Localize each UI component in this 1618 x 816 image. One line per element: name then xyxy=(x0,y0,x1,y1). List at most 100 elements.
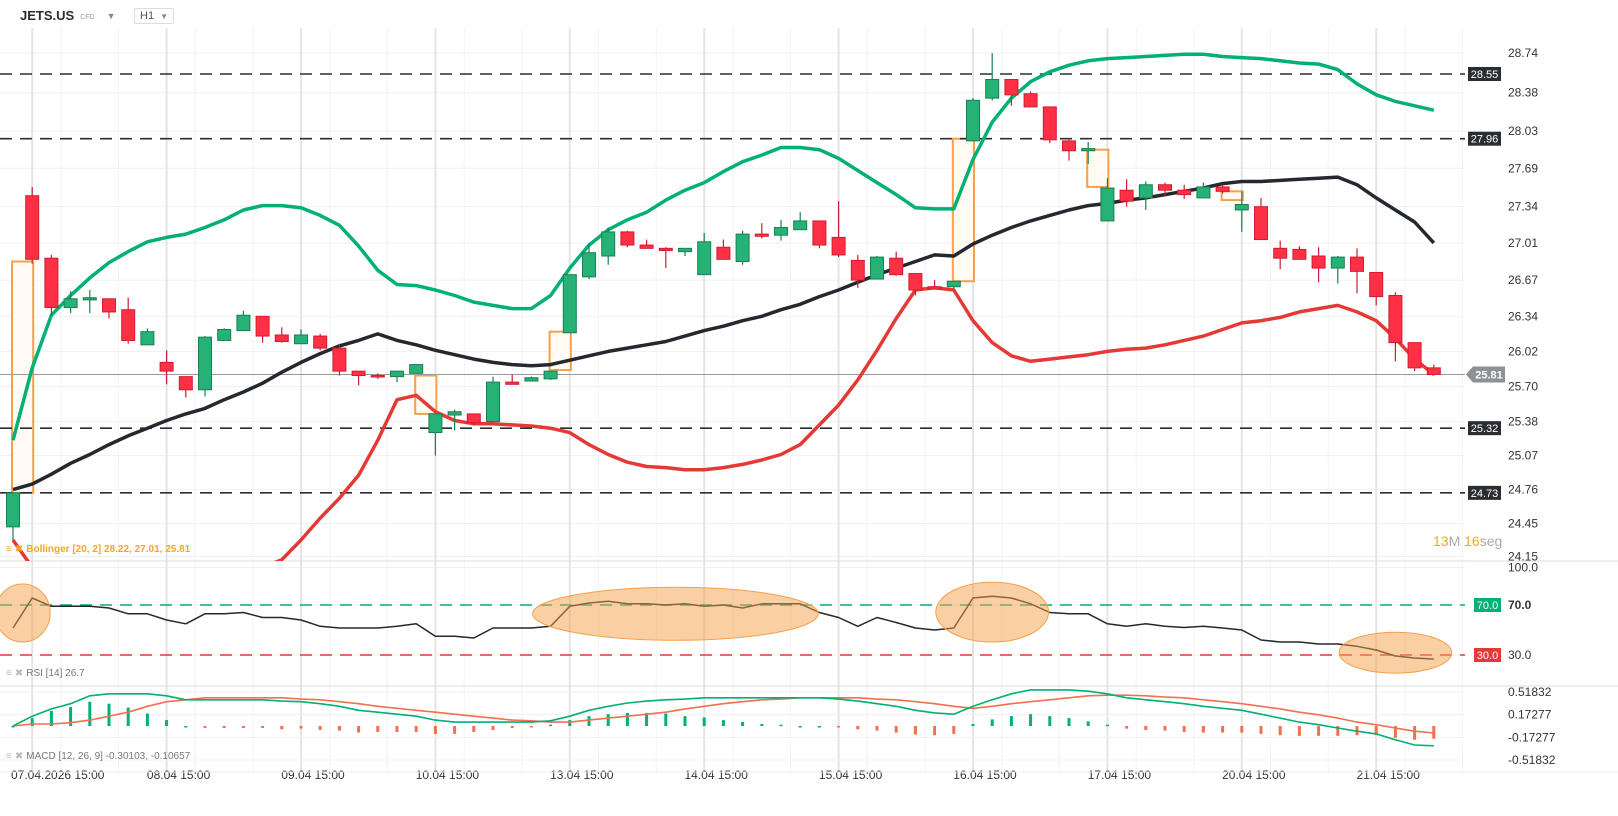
candle-body xyxy=(831,236,846,256)
candle-bearish xyxy=(351,370,366,386)
macd-histogram-bar xyxy=(433,726,437,734)
close-icon[interactable]: ✖ xyxy=(14,751,24,762)
candle-body xyxy=(1023,93,1038,108)
y-tick-label: 28.38 xyxy=(1508,86,1538,100)
macd-histogram-bar xyxy=(529,726,533,728)
y-tick-label: 26.67 xyxy=(1508,273,1538,287)
candle-bearish xyxy=(274,327,289,343)
y-tick-label: 24.76 xyxy=(1508,483,1538,497)
candle-bullish xyxy=(6,491,20,541)
candle-bearish xyxy=(1023,91,1038,108)
macd-histogram-bar xyxy=(990,719,994,726)
timeframe-value: H1 xyxy=(140,10,155,22)
candle-body xyxy=(850,259,865,281)
macd-histogram-bar xyxy=(337,726,341,731)
macd-histogram-bar xyxy=(241,726,245,728)
macd-histogram-bar xyxy=(126,707,130,726)
macd-histogram-bar xyxy=(1336,726,1340,736)
level-label: 25.32 xyxy=(1471,423,1499,435)
candle-body xyxy=(1350,256,1364,272)
candle-body xyxy=(313,335,328,349)
candle-bullish xyxy=(985,53,1000,101)
x-tick-label: 07.04.2026 15:00 xyxy=(11,768,105,782)
candle-body xyxy=(562,274,577,334)
candle-bullish xyxy=(946,280,961,291)
rsi-overbought-label-box xyxy=(1474,598,1501,612)
candle-body xyxy=(1042,106,1057,141)
candle-body xyxy=(582,252,596,278)
candle-body xyxy=(1004,78,1019,96)
candle-body xyxy=(274,334,289,343)
candle-body xyxy=(255,315,270,337)
gap-box xyxy=(1086,148,1110,188)
macd-histogram-bar xyxy=(856,726,860,730)
level-label: 27.96 xyxy=(1471,134,1499,146)
candle-bullish xyxy=(870,256,884,280)
candle-body xyxy=(735,233,750,263)
symbol-name: JETS.US xyxy=(20,8,75,23)
close-icon[interactable]: ✖ xyxy=(14,668,24,679)
candle-body xyxy=(774,227,788,236)
candle-body xyxy=(639,244,654,249)
macd-histogram-bar xyxy=(817,726,821,728)
macd-histogram-bar xyxy=(1029,714,1033,726)
rsi-legend: ≡ ✖ RSI [14] 26.7 xyxy=(6,668,85,679)
settings-menu-icon[interactable]: ≡ xyxy=(6,544,12,555)
macd-histogram-bar xyxy=(1048,716,1052,726)
macd-histogram-bar xyxy=(894,726,898,733)
rsi-oversold-label: 30.0 xyxy=(1477,650,1498,662)
macd-histogram-bar xyxy=(145,713,149,726)
candle-body xyxy=(793,220,808,231)
close-icon[interactable]: ✖ xyxy=(14,544,24,555)
candle-body xyxy=(1196,186,1211,199)
candle-body xyxy=(908,273,923,291)
chevron-down-icon[interactable]: ▼ xyxy=(106,10,116,21)
candle-bullish xyxy=(793,212,808,231)
macd-histogram-bar xyxy=(549,724,553,727)
macd-histogram-bar xyxy=(1201,726,1205,733)
y-tick-label: 25.07 xyxy=(1508,449,1538,463)
candle-body xyxy=(1138,184,1153,199)
candle-body xyxy=(1234,203,1249,211)
candle-body xyxy=(870,256,884,280)
candle-body xyxy=(601,231,616,257)
symbol-selector[interactable]: JETS.US CFD ▼ xyxy=(20,8,116,23)
settings-menu-icon[interactable]: ≡ xyxy=(6,668,12,679)
level-label: 28.55 xyxy=(1471,69,1499,81)
macd-histogram-bar xyxy=(376,726,380,732)
candle-body xyxy=(927,286,942,290)
candle-body xyxy=(1311,255,1326,269)
settings-menu-icon[interactable]: ≡ xyxy=(6,751,12,762)
candle-body xyxy=(505,381,520,385)
candle-body xyxy=(1426,367,1441,375)
candle-bullish xyxy=(82,290,97,314)
candle-bullish xyxy=(428,413,443,456)
level-label-box xyxy=(1468,421,1501,436)
rsi-y-tick-label: 30.0 xyxy=(1508,648,1532,662)
candle-body xyxy=(1388,294,1403,344)
x-tick-label: 10.04 15:00 xyxy=(416,768,480,782)
candle-bullish xyxy=(966,98,980,142)
candle-bearish xyxy=(1311,247,1326,283)
candle-bullish xyxy=(1196,182,1211,199)
candle-body xyxy=(63,298,78,309)
candle-body xyxy=(716,246,731,260)
macd-histogram-bar xyxy=(664,713,668,726)
macd-histogram-bar xyxy=(1086,721,1090,726)
timer-minutes: 13 xyxy=(1433,533,1449,549)
macd-histogram-bar xyxy=(1317,726,1321,736)
bollinger-legend-text: Bollinger [20, 2] 28.22, 27.01, 25.81 xyxy=(26,544,191,555)
candle-bearish xyxy=(466,413,481,425)
timeframe-select[interactable]: H1 ▼ xyxy=(134,8,174,24)
macd-histogram-bar xyxy=(30,718,34,726)
candle-bullish xyxy=(1138,181,1153,210)
macd-histogram-bar xyxy=(971,724,975,726)
candle-bullish xyxy=(562,274,577,334)
macd-histogram-bar xyxy=(203,726,207,728)
candle-body xyxy=(121,309,136,341)
y-tick-label: 26.02 xyxy=(1508,344,1538,358)
candle-body xyxy=(1177,189,1192,196)
candle-body xyxy=(1273,247,1288,259)
candle-body xyxy=(236,314,251,332)
